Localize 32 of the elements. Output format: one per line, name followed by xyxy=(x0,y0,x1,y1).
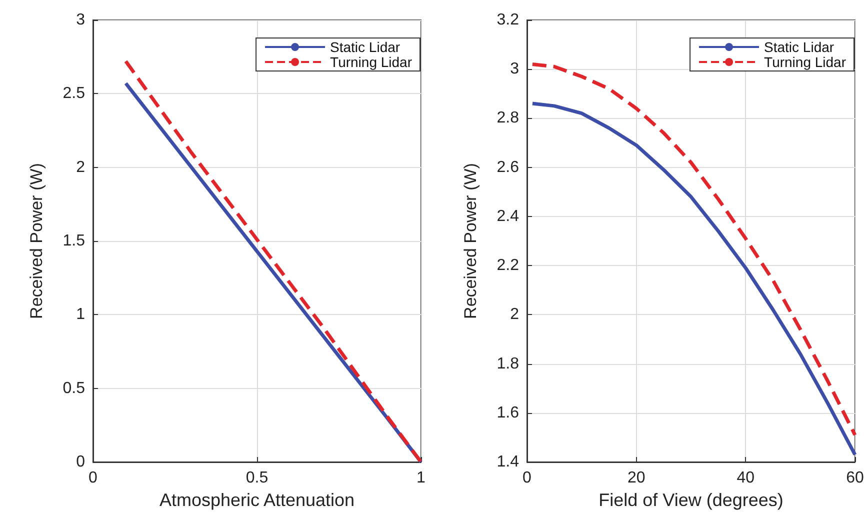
legend-label: Static Lidar xyxy=(764,39,834,55)
legend-label: Turning Lidar xyxy=(764,54,846,70)
legend-label: Static Lidar xyxy=(330,39,400,55)
x-tick-label: 20 xyxy=(627,470,646,486)
y-tick-label: 3.2 xyxy=(496,12,520,28)
y-tick-label: 2.5 xyxy=(62,85,86,102)
y-tick-label: 1.6 xyxy=(496,404,520,422)
y-tick-label: 0.5 xyxy=(62,380,86,397)
y-tick-label: 2.2 xyxy=(496,257,520,274)
x-tick-label: 0 xyxy=(88,470,98,486)
y-tick-label: 2 xyxy=(76,158,86,176)
y-tick-label: 1 xyxy=(76,306,86,324)
y-tick-label: 1.8 xyxy=(496,355,520,372)
y-tick-label: 3 xyxy=(76,12,86,28)
y-axis-title: Received Power (W) xyxy=(27,163,46,319)
x-tick-label: 1 xyxy=(416,470,426,486)
y-axis-title: Received Power (W) xyxy=(461,163,480,319)
legend-label: Turning Lidar xyxy=(330,54,412,70)
y-tick-label: 3 xyxy=(510,60,520,78)
x-axis-title: Atmospheric Attenuation xyxy=(159,490,355,510)
y-tick-label: 2.6 xyxy=(496,158,520,176)
y-tick-label: 1.4 xyxy=(496,454,520,470)
y-tick-label: 0 xyxy=(76,454,86,470)
y-tick-label: 2.8 xyxy=(496,110,520,127)
x-tick-label: 60 xyxy=(846,470,864,486)
y-tick-label: 1.5 xyxy=(62,232,86,250)
x-tick-label: 0 xyxy=(522,470,532,486)
x-tick-label: 40 xyxy=(736,470,755,486)
y-tick-label: 2 xyxy=(510,306,520,324)
x-axis-title: Field of View (degrees) xyxy=(598,490,784,510)
y-tick-label: 2.4 xyxy=(496,208,520,225)
x-tick-label: 0.5 xyxy=(246,470,268,486)
